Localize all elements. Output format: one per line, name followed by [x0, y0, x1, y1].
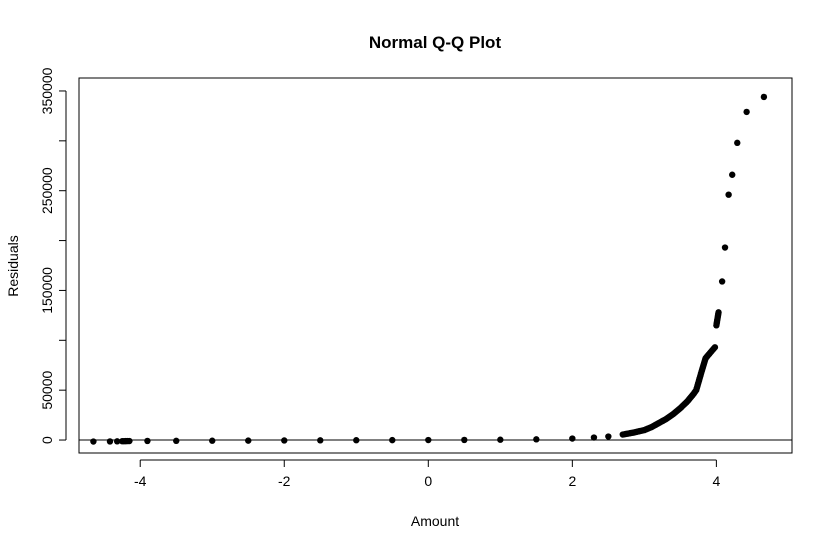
x-tick-label: 4	[712, 473, 720, 489]
data-points	[90, 93, 768, 445]
data-point	[173, 437, 180, 445]
data-point	[590, 434, 598, 441]
plot-frame	[78, 77, 793, 454]
y-tick-label: 350000	[39, 67, 55, 114]
data-point	[710, 345, 718, 352]
data-point	[209, 437, 216, 444]
data-point	[113, 438, 121, 445]
data-point	[497, 436, 504, 443]
data-point	[605, 433, 612, 440]
data-point	[734, 139, 741, 147]
data-point	[144, 437, 151, 445]
data-point	[281, 437, 288, 444]
data-point	[317, 437, 324, 444]
data-point	[90, 438, 97, 445]
data-point	[461, 436, 468, 444]
data-point	[569, 435, 576, 442]
data-point	[729, 171, 736, 178]
x-axis-label: Amount	[411, 513, 459, 529]
data-point	[533, 436, 540, 443]
data-point	[106, 438, 114, 445]
y-tick-label: 250000	[39, 167, 55, 214]
y-tick-label: 0	[39, 436, 55, 444]
x-tick-label: -2	[278, 473, 291, 489]
data-point	[124, 437, 131, 445]
y-tick-label: 150000	[39, 267, 55, 314]
x-tick-label: -4	[134, 473, 147, 489]
data-point	[743, 108, 750, 116]
chart-title: Normal Q-Q Plot	[369, 33, 502, 52]
y-tick-label: 50000	[39, 370, 55, 409]
data-point	[718, 278, 726, 285]
y-axis: 0 50000 150000 250000 350000	[39, 67, 67, 444]
data-point	[721, 244, 729, 251]
data-point	[715, 310, 722, 318]
data-point	[389, 436, 396, 444]
data-point	[760, 93, 768, 101]
data-point	[725, 191, 732, 198]
data-point	[425, 436, 432, 444]
y-axis-label: Residuals	[5, 235, 21, 296]
x-axis: -4 -2 0 2 4	[134, 459, 720, 489]
data-point	[353, 437, 360, 444]
data-point	[245, 437, 252, 444]
x-tick-label: 0	[424, 473, 432, 489]
x-tick-label: 2	[568, 473, 576, 489]
